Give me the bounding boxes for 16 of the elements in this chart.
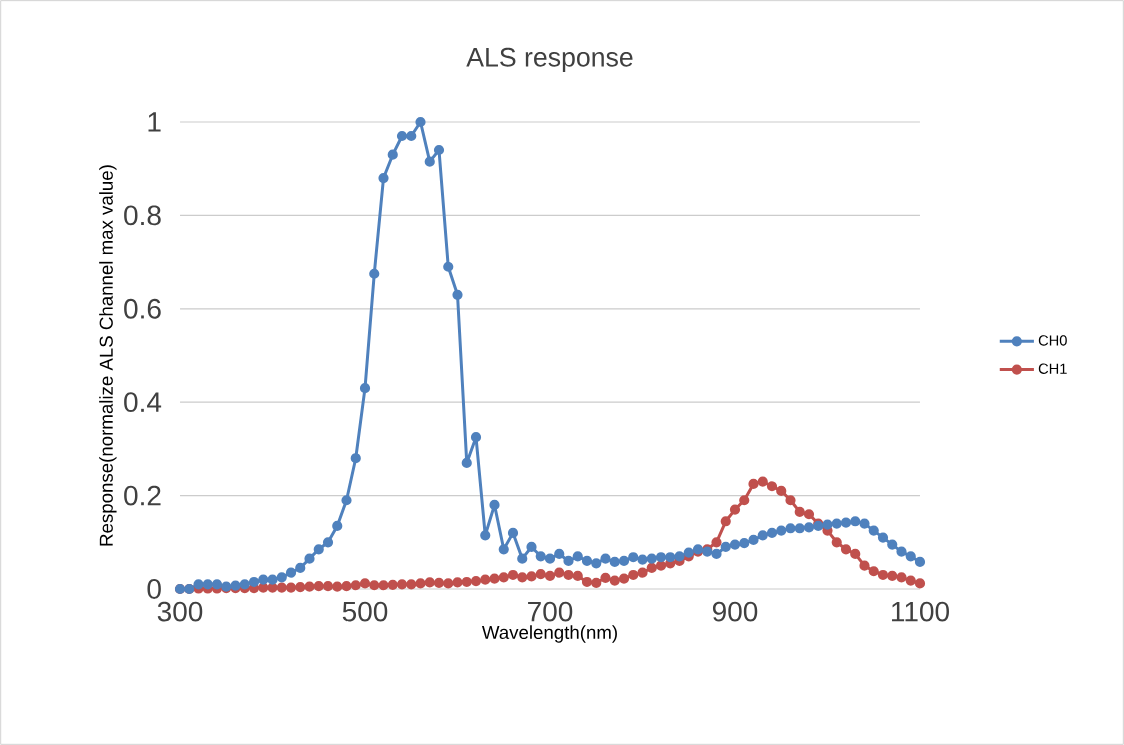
y-tick-label: 0 xyxy=(147,579,161,599)
y-tick-label: 0.4 xyxy=(124,392,162,413)
x-tick-label: 300 xyxy=(157,601,203,622)
x-tick-label: 500 xyxy=(342,601,388,622)
y-tick-label: 1 xyxy=(148,112,161,132)
chart-title: ALS response xyxy=(466,47,633,72)
y-tick-label: 0.6 xyxy=(124,298,161,319)
y-axis-title: Response(normalize ALS Channel max value) xyxy=(99,165,117,546)
x-tick-label: 900 xyxy=(712,601,758,622)
y-tick-label: 0.2 xyxy=(124,485,161,506)
legend-label: CH0 xyxy=(1038,335,1067,346)
x-tick-label: 1100 xyxy=(892,601,949,622)
y-tick-label: 0.8 xyxy=(124,205,161,226)
legend-label: CH1 xyxy=(1038,363,1067,374)
x-tick-label: 700 xyxy=(528,601,573,622)
x-axis-title: Wavelength(nm) xyxy=(481,625,617,643)
